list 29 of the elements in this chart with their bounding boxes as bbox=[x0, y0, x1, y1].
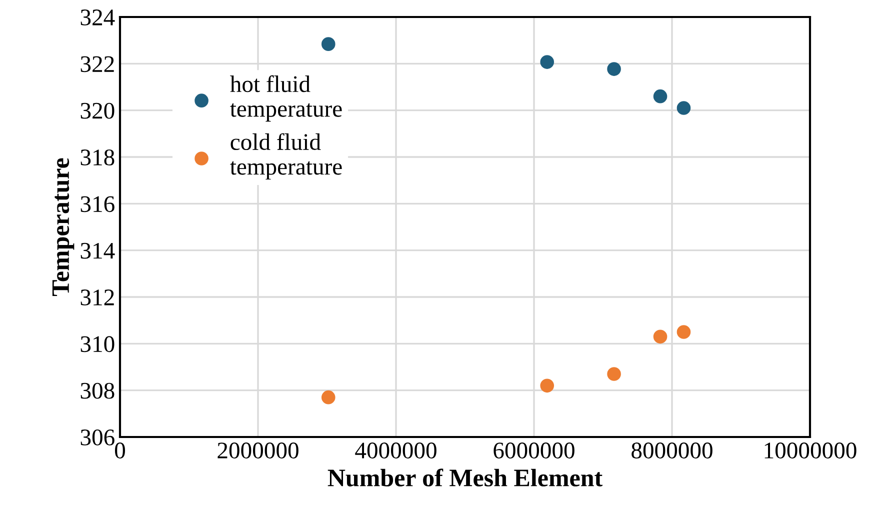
legend-label: cold fluid temperature bbox=[230, 133, 342, 180]
y-axis-title: Temperature bbox=[52, 158, 74, 296]
point bbox=[321, 390, 336, 404]
point bbox=[321, 37, 336, 51]
x-tick-label: 8000000 bbox=[632, 442, 712, 458]
y-tick-label: 308 bbox=[80, 382, 114, 399]
x-tick-label: 0 bbox=[114, 442, 126, 458]
y-tick-label: 310 bbox=[80, 336, 114, 352]
point bbox=[676, 325, 691, 339]
point bbox=[676, 101, 691, 115]
y-tick-label: 322 bbox=[80, 56, 114, 72]
y-tick-label: 320 bbox=[80, 102, 114, 119]
x-tick-label: 4000000 bbox=[355, 442, 436, 458]
x-tick-label: 10000000 bbox=[764, 442, 856, 458]
y-tick-label: 306 bbox=[80, 429, 114, 446]
y-tick-label: 312 bbox=[80, 290, 114, 306]
y-tick-label: 316 bbox=[80, 196, 114, 212]
x-tick-label: 6000000 bbox=[494, 442, 574, 458]
x-axis-title: Number of Mesh Element bbox=[328, 468, 602, 486]
y-tick-label: 324 bbox=[80, 10, 115, 26]
y-tick-label: 314 bbox=[80, 242, 115, 259]
point bbox=[653, 89, 668, 104]
x-tick-label: 2000000 bbox=[218, 442, 298, 458]
point bbox=[540, 378, 554, 393]
point bbox=[607, 62, 621, 76]
point bbox=[540, 55, 554, 69]
point bbox=[653, 330, 668, 344]
y-tick-label: 318 bbox=[80, 149, 114, 166]
point bbox=[607, 367, 621, 381]
